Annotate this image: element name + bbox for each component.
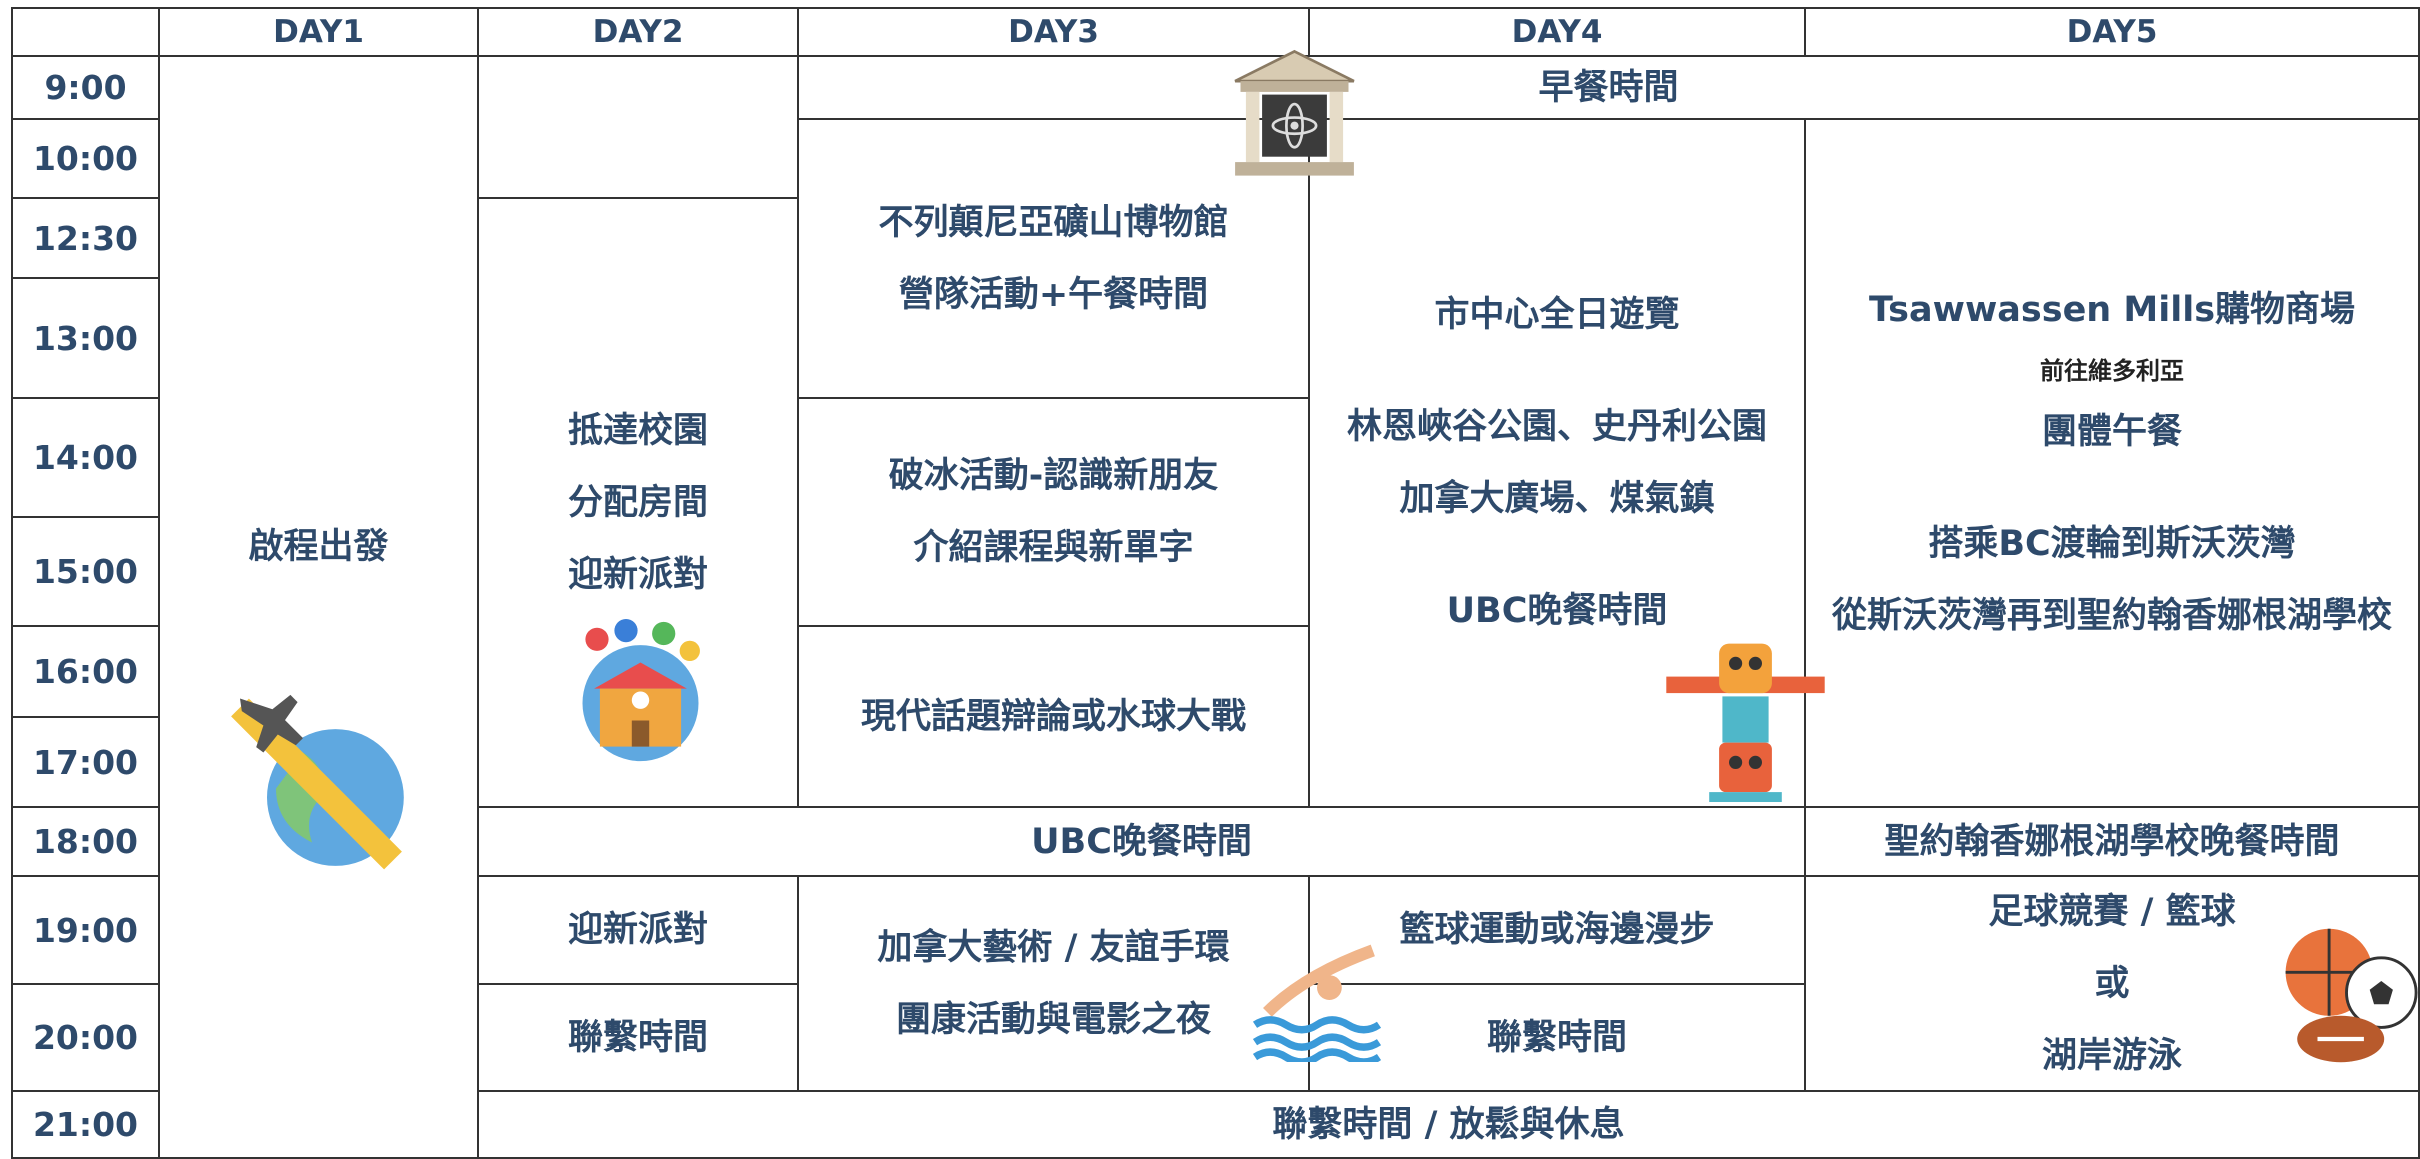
activity-text: 前往維多利亞 [2040, 357, 2184, 385]
activity-cell: 早餐時間 [797, 55, 2420, 120]
day-header: DAY2 [477, 7, 799, 57]
activity-text: 搭乘BC渡輪到斯沃茨灣 [1928, 524, 2296, 564]
activity-text: 現代話題辯論或水球大戰 [860, 696, 1246, 737]
empty-cell [477, 55, 799, 199]
activity-text: 足球競賽 / 籃球 [1988, 891, 2236, 932]
day-header: DAY4 [1308, 7, 1806, 57]
activity-text: 迎新派對 [567, 910, 708, 950]
swimmer-icon [1253, 944, 1381, 1062]
activity-text: 團康活動與電影之夜 [895, 999, 1211, 1040]
activity-cell: 加拿大藝術 / 友誼手環 團康活動與電影之夜 [797, 875, 1310, 1092]
activity-text: 聯繫時間 / 放鬆與休息 [1272, 1104, 1625, 1145]
time-label: 10:00 [32, 139, 139, 178]
activity-text: 加拿大藝術 / 友誼手環 [877, 927, 1230, 968]
time-label: 18:00 [32, 822, 139, 861]
activity-cell: 啟程出發 [158, 55, 479, 1159]
plane-globe-icon [231, 694, 404, 870]
activity-cell: 聖約翰香娜根湖學校晚餐時間 [1804, 806, 2420, 877]
activity-cell: 籃球運動或海邊漫步 [1308, 875, 1806, 985]
activity-text: 湖岸游泳 [2041, 1035, 2182, 1076]
totem-icon [1666, 643, 1825, 802]
time-label: 13:00 [32, 318, 139, 358]
activity-cell: Tsawwassen Mills購物商場前往維多利亞團體午餐搭乘BC渡輪到斯沃茨… [1804, 118, 2420, 808]
day-label: DAY5 [2066, 14, 2158, 50]
time-cell: 15:00 [11, 516, 160, 627]
activity-text: 林恩峽谷公園、史丹利公園 [1346, 407, 1767, 447]
sports-balls-icon [2285, 928, 2418, 1063]
activity-text: 啟程出發 [248, 527, 389, 567]
activity-cell: 聯繫時間 [1308, 983, 1806, 1092]
time-cell: 14:00 [11, 397, 160, 518]
day-label: DAY2 [592, 14, 684, 50]
activity-text: 分配房間 [567, 482, 708, 523]
activity-text: 籃球運動或海邊漫步 [1399, 910, 1715, 950]
time-label: 16:00 [32, 652, 139, 691]
activity-text: 從斯沃茨灣再到聖約翰香娜根湖學校 [1831, 596, 2392, 636]
time-label: 12:30 [32, 218, 139, 258]
time-label: 17:00 [32, 742, 139, 782]
activity-text: 聯繫時間 [567, 1017, 708, 1058]
activity-text: 破冰活動-認識新朋友 [888, 456, 1219, 496]
activity-text: 營隊活動+午餐時間 [898, 274, 1209, 315]
time-label: 15:00 [32, 552, 139, 591]
time-label: 20:00 [32, 1018, 139, 1057]
museum-icon [1234, 49, 1355, 176]
campus-balloons-icon [582, 619, 700, 762]
time-cell: 17:00 [11, 716, 160, 808]
time-cell: 21:00 [11, 1090, 160, 1159]
time-cell: 12:30 [11, 197, 160, 279]
activity-text: UBC晚餐時間 [1446, 591, 1668, 631]
header-corner [11, 7, 160, 57]
time-cell: 9:00 [11, 55, 160, 120]
activity-text: 不列顛尼亞礦山博物館 [878, 202, 1229, 243]
activity-text: 加拿大廣場、煤氣鎮 [1399, 479, 1715, 519]
day-label: DAY4 [1511, 14, 1603, 50]
activity-cell: UBC晚餐時間 [477, 806, 1806, 877]
activity-text: UBC晚餐時間 [1031, 821, 1252, 862]
activity-text: 團體午餐 [2041, 412, 2182, 452]
activity-text: 抵達校園 [567, 410, 708, 451]
activity-cell: 不列顛尼亞礦山博物館 營隊活動+午餐時間 [797, 118, 1310, 399]
activity-text: 迎新派對 [567, 554, 708, 595]
time-label: 21:00 [32, 1105, 139, 1144]
day-label: DAY3 [1008, 14, 1099, 50]
activity-cell: 破冰活動-認識新朋友 介紹課程與新單字 [797, 397, 1310, 627]
activity-cell: 聯繫時間 / 放鬆與休息 [477, 1090, 2420, 1159]
activity-text: Tsawwassen Mills購物商場 [1868, 290, 2356, 330]
activity-text: 市中心全日遊覽 [1434, 295, 1680, 335]
time-cell: 19:00 [11, 875, 160, 985]
day-header: DAY3 [797, 7, 1310, 57]
activity-text: 介紹課程與新單字 [913, 528, 1194, 568]
activity-text: 聖約翰香娜根湖學校晚餐時間 [1884, 821, 2340, 862]
time-cell: 20:00 [11, 983, 160, 1092]
activity-text: 或 [2094, 963, 2130, 1004]
activity-text: 聯繫時間 [1486, 1017, 1627, 1058]
activity-cell: 足球競賽 / 籃球或湖岸游泳 [1804, 875, 2420, 1092]
day-header: DAY5 [1804, 7, 2420, 57]
time-label: 19:00 [32, 910, 139, 950]
time-cell: 13:00 [11, 277, 160, 399]
activity-cell: 迎新派對 [477, 875, 799, 985]
time-cell: 18:00 [11, 806, 160, 877]
activity-cell: 現代話題辯論或水球大戰 [797, 625, 1310, 808]
day-header: DAY1 [158, 7, 479, 57]
activity-text: 早餐時間 [1538, 67, 1679, 108]
time-cell: 16:00 [11, 625, 160, 718]
time-label: 14:00 [32, 438, 139, 477]
activity-cell: 聯繫時間 [477, 983, 799, 1092]
day-label: DAY1 [273, 14, 364, 50]
time-label: 9:00 [44, 68, 127, 107]
time-cell: 10:00 [11, 118, 160, 199]
activity-cell: 市中心全日遊覽林恩峽谷公園、史丹利公園 加拿大廣場、煤氣鎮 UBC晚餐時間 [1308, 118, 1806, 808]
